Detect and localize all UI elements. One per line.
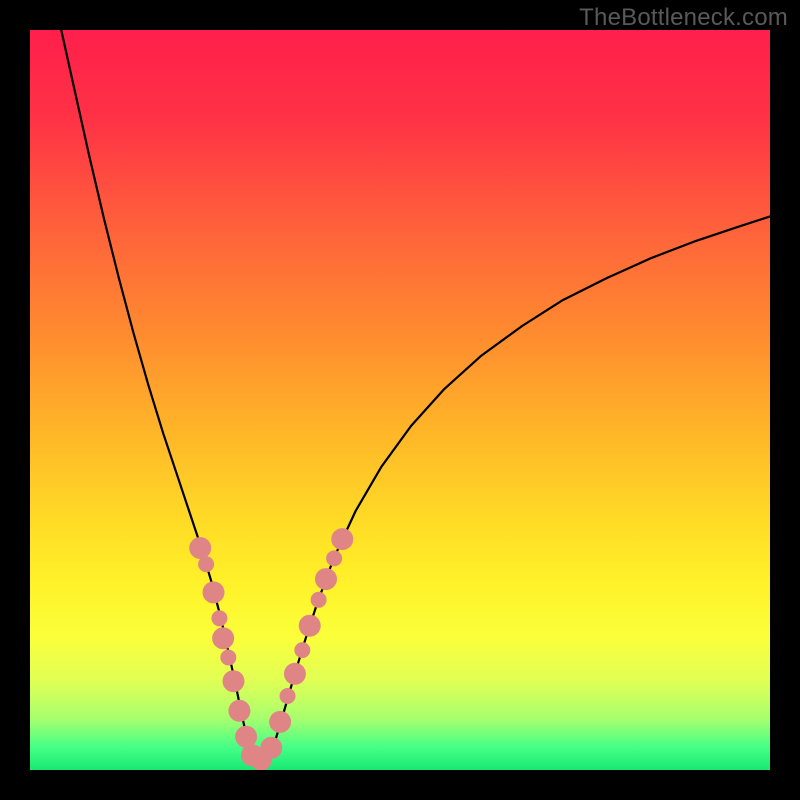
data-marker [284,663,306,685]
data-marker [260,737,282,759]
data-marker [203,581,225,603]
data-marker [223,670,245,692]
data-marker [211,610,227,626]
data-marker [311,592,327,608]
data-marker [315,568,337,590]
data-marker [189,537,211,559]
data-marker [198,556,214,572]
data-marker [212,627,234,649]
data-marker [299,615,321,637]
data-marker [326,550,342,566]
data-marker [269,711,291,733]
watermark-text: TheBottleneck.com [579,4,788,32]
data-marker [220,650,236,666]
bottleneck-curve-chart [30,30,770,770]
data-marker [331,528,353,550]
data-marker [228,700,250,722]
data-marker [294,642,310,658]
data-marker [280,688,296,704]
gradient-background [30,30,770,770]
